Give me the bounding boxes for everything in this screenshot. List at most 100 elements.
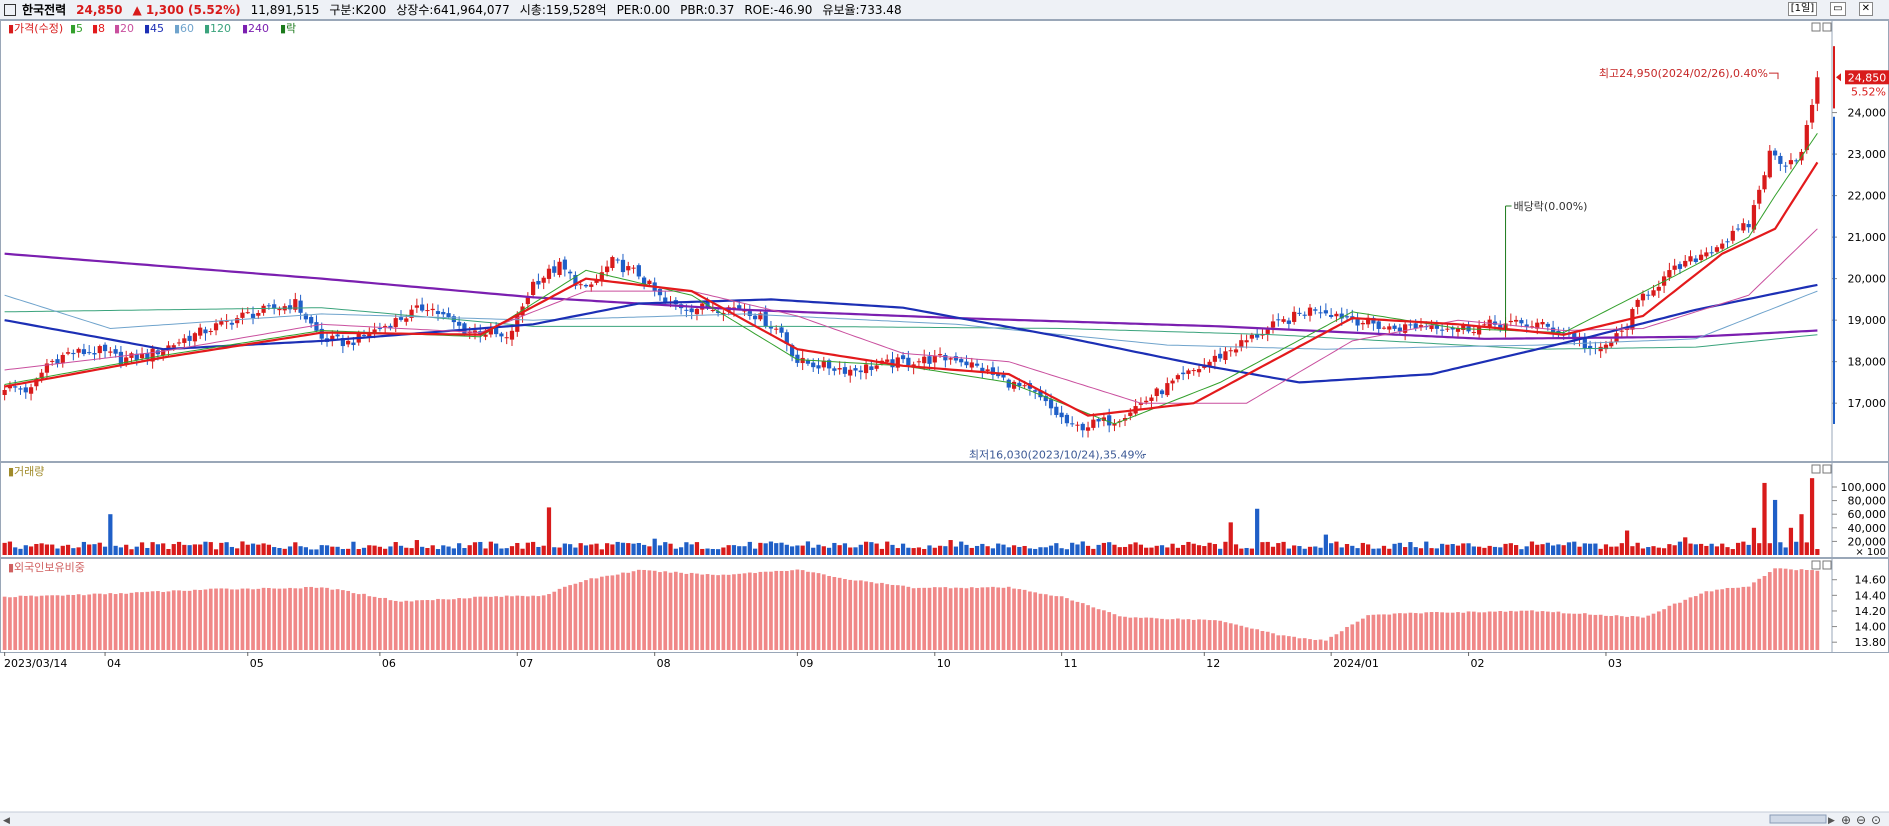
volume-bar[interactable] — [953, 546, 959, 555]
candle-body[interactable] — [1751, 205, 1757, 230]
foreign-bar[interactable] — [1228, 623, 1233, 650]
candle-body[interactable] — [774, 328, 779, 330]
volume-bar[interactable] — [536, 546, 541, 555]
volume-bar[interactable] — [213, 549, 219, 555]
foreign-bar[interactable] — [341, 590, 345, 650]
candle-body[interactable] — [1445, 328, 1450, 330]
volume-bar[interactable] — [996, 543, 1001, 555]
volume-bar[interactable] — [166, 549, 171, 555]
volume-bar[interactable] — [235, 548, 240, 555]
volume-bar[interactable] — [1519, 549, 1524, 555]
candle-body[interactable] — [1529, 326, 1535, 328]
foreign-bar[interactable] — [800, 570, 805, 650]
volume-bar[interactable] — [890, 544, 895, 555]
foreign-bar[interactable] — [1361, 618, 1365, 650]
foreign-bar[interactable] — [964, 588, 969, 650]
volume-bar[interactable] — [219, 542, 224, 555]
candle-body[interactable] — [488, 327, 493, 335]
foreign-bar[interactable] — [452, 599, 456, 650]
foreign-bar[interactable] — [663, 571, 668, 650]
foreign-bar[interactable] — [525, 596, 530, 650]
foreign-bar[interactable] — [409, 601, 414, 650]
foreign-bar[interactable] — [901, 585, 905, 650]
volume-bar[interactable] — [916, 547, 922, 555]
volume-bar[interactable] — [789, 546, 795, 555]
candle-body[interactable] — [330, 335, 335, 341]
foreign-bar[interactable] — [1445, 612, 1450, 650]
volume-bar[interactable] — [906, 547, 911, 555]
candle-body[interactable] — [605, 266, 610, 273]
foreign-bar[interactable] — [13, 597, 18, 650]
volume-bar[interactable] — [1006, 547, 1011, 555]
volume-bar[interactable] — [911, 548, 916, 555]
foreign-bar[interactable] — [1012, 588, 1016, 650]
volume-bar[interactable] — [1117, 547, 1122, 555]
candle-body[interactable] — [953, 356, 959, 361]
volume-bar[interactable] — [324, 545, 330, 555]
volume-bar[interactable] — [2, 542, 7, 555]
candle-body[interactable] — [1524, 324, 1529, 327]
minimize-button[interactable]: ▭ — [1830, 2, 1846, 16]
candle-body[interactable] — [589, 284, 594, 287]
foreign-bar[interactable] — [774, 570, 779, 650]
candle-body[interactable] — [641, 277, 647, 285]
candle-body[interactable] — [483, 334, 488, 337]
volume-bar[interactable] — [943, 546, 948, 555]
candle-body[interactable] — [1017, 382, 1022, 387]
foreign-bar[interactable] — [631, 571, 636, 650]
volume-bar[interactable] — [826, 547, 832, 555]
foreign-bar[interactable] — [420, 600, 424, 650]
candle-body[interactable] — [219, 320, 224, 325]
foreign-bar[interactable] — [1334, 634, 1339, 650]
foreign-bar[interactable] — [457, 598, 461, 650]
volume-bar[interactable] — [1550, 545, 1556, 555]
candle-body[interactable] — [182, 338, 187, 343]
candle-body[interactable] — [853, 368, 858, 371]
foreign-bar[interactable] — [55, 595, 60, 650]
foreign-bar[interactable] — [969, 587, 974, 650]
foreign-bar[interactable] — [668, 572, 673, 650]
volume-bar[interactable] — [139, 542, 145, 555]
foreign-bar[interactable] — [430, 600, 435, 650]
candle-body[interactable] — [747, 311, 752, 316]
volume-bar[interactable] — [863, 541, 869, 555]
foreign-bar[interactable] — [647, 570, 652, 650]
foreign-bar[interactable] — [1498, 611, 1503, 650]
candle-body[interactable] — [351, 342, 356, 346]
volume-bar[interactable] — [1704, 545, 1709, 555]
candle-body[interactable] — [1080, 423, 1085, 431]
candle-body[interactable] — [657, 289, 663, 296]
foreign-bar[interactable] — [351, 593, 356, 650]
foreign-bar[interactable] — [626, 572, 631, 650]
candle-body[interactable] — [224, 320, 229, 322]
volume-bar[interactable] — [1609, 546, 1614, 555]
foreign-bar[interactable] — [573, 583, 578, 650]
volume-bar[interactable] — [885, 541, 890, 555]
candle-body[interactable] — [800, 357, 805, 364]
volume-bar[interactable] — [631, 543, 636, 555]
foreign-bar[interactable] — [1022, 589, 1027, 650]
candle-body[interactable] — [1440, 329, 1445, 331]
volume-bar[interactable] — [330, 546, 335, 555]
foreign-bar[interactable] — [1736, 587, 1740, 650]
foreign-bar[interactable] — [1202, 619, 1207, 650]
volume-bar[interactable] — [1085, 545, 1091, 555]
candle-body[interactable] — [832, 368, 837, 371]
candle-body[interactable] — [1783, 165, 1788, 167]
candle-body[interactable] — [1587, 345, 1593, 349]
candle-body[interactable] — [816, 365, 821, 369]
foreign-bar[interactable] — [980, 587, 985, 650]
volume-bar[interactable] — [1048, 545, 1054, 555]
candle-body[interactable] — [1804, 124, 1809, 151]
volume-bar[interactable] — [430, 545, 435, 555]
foreign-bar[interactable] — [1625, 616, 1629, 650]
volume-bar[interactable] — [1059, 548, 1064, 555]
volume-bar[interactable] — [187, 545, 192, 555]
volume-bar[interactable] — [462, 548, 467, 555]
candle-body[interactable] — [1572, 332, 1577, 340]
foreign-bar[interactable] — [1065, 598, 1069, 650]
foreign-bar[interactable] — [1746, 586, 1751, 650]
foreign-bar[interactable] — [1456, 612, 1460, 650]
candle-body[interactable] — [1677, 264, 1683, 269]
foreign-bar[interactable] — [689, 572, 694, 650]
